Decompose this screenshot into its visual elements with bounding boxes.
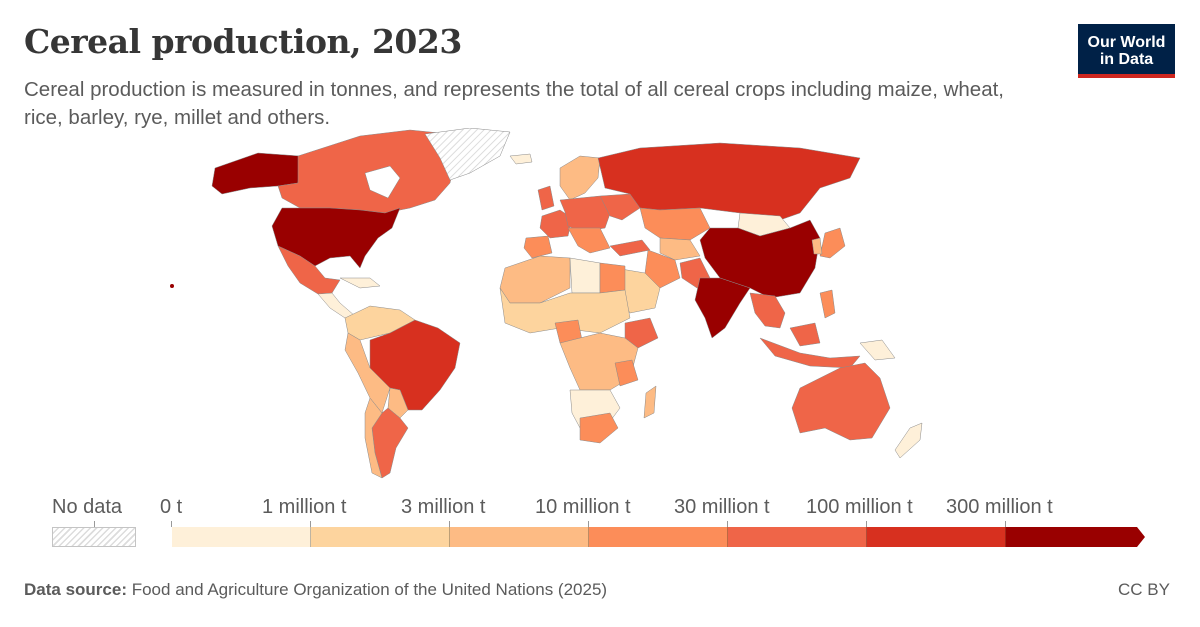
chart-subtitle: Cereal production is measured in tonnes,… [24, 78, 1004, 129]
legend-no-data-swatch[interactable] [52, 527, 136, 547]
legend-bin-0[interactable] [171, 521, 311, 547]
world-map [170, 128, 923, 479]
data-source-text[interactable]: Food and Agriculture Organization of the… [131, 580, 608, 599]
logo-line-2: in Data [1099, 51, 1154, 68]
data-source-label: Data source: [24, 580, 127, 599]
legend-bin-label-5: 100 million t [806, 496, 913, 518]
legend-bin-4[interactable] [727, 521, 867, 547]
legend-tick [1005, 521, 1006, 527]
region-japan [819, 227, 846, 259]
region-korea [811, 237, 823, 255]
legend-tick [310, 521, 311, 527]
region-australia [791, 362, 891, 441]
region-png [859, 339, 896, 361]
region-kazakhstan [639, 207, 711, 241]
region-southeast-asia [749, 292, 786, 329]
region-tanzania [614, 359, 639, 387]
region-italy-balkans [567, 227, 611, 254]
region-hudson-bay [364, 165, 401, 199]
region-france [539, 209, 573, 239]
region-india [694, 277, 751, 339]
region-mexico [277, 245, 341, 295]
region-greenland [424, 128, 511, 181]
legend-bin-2[interactable] [449, 521, 589, 547]
region-new-zealand [894, 422, 923, 459]
legend-no-data-label: No data [52, 496, 123, 518]
legend-bin-label-0: 0 t [160, 496, 183, 518]
region-scandinavia [559, 155, 601, 201]
region-russia [597, 142, 861, 221]
region-borneo [789, 322, 821, 347]
legend-tick [588, 521, 589, 527]
logo-accent-bar [1078, 74, 1175, 78]
region-chile [364, 397, 383, 479]
region-indonesia [759, 337, 861, 369]
legend-tick [727, 521, 728, 527]
region-ukraine [599, 193, 641, 221]
no-data-tick [94, 521, 95, 527]
region-spain [523, 235, 553, 259]
legend-bin-1[interactable] [310, 521, 450, 547]
region-turkey [609, 239, 651, 257]
region-sahel [499, 287, 631, 334]
region-libya [569, 257, 601, 294]
legend-bin-label-3: 10 million t [535, 496, 631, 518]
legend-tick [449, 521, 450, 527]
legend-bin-3[interactable] [588, 521, 728, 547]
region-ethiopia [624, 317, 659, 349]
region-hawaii [170, 284, 174, 288]
legend-tick [866, 521, 867, 527]
license-link[interactable]: CC BY [1118, 580, 1170, 599]
region-philippines [819, 289, 836, 319]
owid-logo[interactable]: Our World in Data [1078, 24, 1175, 78]
logo-line-1: Our World [1087, 34, 1166, 51]
region-canada [277, 129, 457, 214]
legend-bin-5[interactable] [866, 521, 1006, 547]
legend-bin-label-4: 30 million t [674, 496, 770, 518]
region-egypt [599, 262, 626, 294]
legend-arrow-icon [1137, 527, 1145, 547]
legend-bin-label-6: 300 million t [946, 496, 1053, 518]
region-central-asia [659, 237, 701, 261]
region-iceland [509, 153, 533, 165]
region-madagascar [643, 385, 657, 419]
legend-tick [171, 521, 172, 527]
region-iran [644, 249, 681, 289]
region-north-africa-west [499, 255, 571, 304]
region-south-africa [579, 412, 619, 444]
region-uk [537, 185, 555, 211]
legend-bin-label-1: 1 million t [262, 496, 347, 518]
legend-bin-6[interactable] [1005, 521, 1137, 547]
region-china [699, 219, 821, 299]
region-central-america [317, 292, 356, 319]
chart-title: Cereal production, 2023 [24, 22, 462, 61]
data-source: Data source: Food and Agriculture Organi… [24, 580, 607, 600]
region-paraguay-uruguay [387, 387, 409, 419]
legend-bin-label-2: 3 million t [401, 496, 486, 518]
legend-color-scale [171, 521, 1145, 547]
region-caribbean [339, 277, 381, 289]
